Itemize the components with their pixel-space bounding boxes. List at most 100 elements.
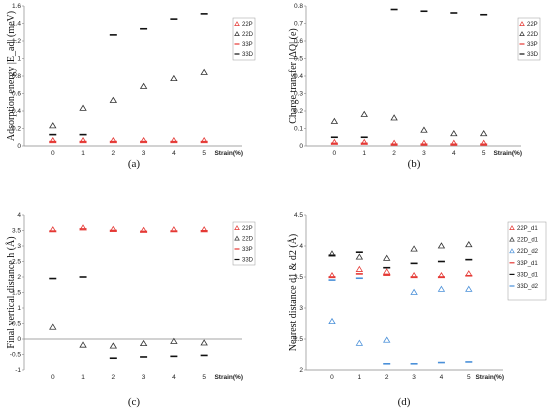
series-33D_d2 — [328, 277, 473, 365]
y-tick-label: 0.8 — [294, 3, 303, 10]
point-22P — [420, 139, 428, 146]
y-tick-label: 0.7 — [294, 21, 303, 28]
legend-marker — [519, 21, 525, 26]
legend-label: 22D_d2 — [517, 249, 539, 255]
point-22D_d2 — [355, 339, 364, 346]
legend-label: 22P — [527, 22, 538, 28]
y-tick-label: 0.2 — [12, 126, 21, 133]
point-22D — [420, 126, 428, 133]
x-tick-label: 3 — [422, 150, 426, 157]
series-22D — [49, 323, 208, 349]
series-22D — [330, 110, 488, 137]
series-33D — [330, 8, 488, 139]
chart-caption: (a) — [128, 158, 141, 170]
y-tick-label: 0.5 — [12, 321, 21, 328]
series-33P — [49, 228, 208, 233]
point-22D — [79, 104, 87, 111]
x-tick-label: 1 — [362, 150, 366, 157]
legend: 22P 22D 33P 33D — [232, 221, 256, 266]
legend-marker — [509, 248, 515, 254]
x-tick-label: 2 — [385, 374, 389, 381]
point-22P — [139, 226, 148, 233]
point-22P — [360, 138, 368, 145]
y-tick-label: -1 — [15, 367, 21, 374]
legend-label: 33P — [527, 42, 538, 48]
point-22D_d1 — [437, 242, 446, 249]
chart-caption: (b) — [408, 158, 421, 170]
point-22D — [49, 122, 57, 129]
point-22D — [479, 129, 488, 137]
x-tick-label: 5 — [202, 374, 206, 381]
y-tick-label: 2.5 — [294, 336, 303, 343]
point-22D — [49, 323, 57, 330]
x-tick-label: 3 — [142, 150, 146, 157]
series-22D_d2 — [328, 285, 473, 346]
legend-label: 33P — [242, 42, 253, 48]
y-tick-label: 1.6 — [12, 3, 21, 10]
x-tick-label: 0 — [333, 150, 337, 157]
legend-marker — [234, 235, 240, 241]
x-tick-label: 3 — [142, 374, 146, 381]
legend-label: 22P — [242, 22, 253, 28]
y-tick-label: 3.5 — [294, 274, 303, 281]
y-tick-label: 2.5 — [12, 259, 21, 266]
series-33D — [49, 13, 208, 136]
x-tick-label: 4 — [440, 374, 444, 381]
y-tick-label: 0 — [17, 336, 21, 343]
point-22P — [109, 136, 118, 144]
x-tick-label: 5 — [482, 150, 486, 157]
legend-marker — [519, 31, 525, 36]
point-22D — [170, 337, 178, 344]
y-tick-label: 4 — [299, 243, 303, 250]
series-33P_d1 — [328, 273, 473, 278]
x-tick-label: 5 — [467, 374, 471, 381]
x-tick-label: 4 — [452, 150, 456, 157]
y-axis-label: Charge transfer |ΔQ| (e) — [288, 28, 299, 124]
legend-label: 22D — [527, 32, 539, 38]
legend: 22P 22D 33P 33D — [517, 17, 541, 61]
chart-panel-c: -1 -0.5 0 0.5 1 1.5 2 2.5 3 3.5 4 0 1 2 3 4 5 Strain(%) Fi… — [5, 212, 256, 408]
point-22D_d1 — [410, 245, 418, 252]
point-22D_d2 — [410, 288, 418, 295]
point-22D_d2 — [465, 285, 473, 292]
point-22D — [109, 342, 118, 349]
point-22P — [109, 225, 118, 232]
legend-label: 22D — [242, 32, 254, 38]
point-22D — [200, 339, 208, 346]
y-tick-label: 0.4 — [12, 108, 21, 115]
chart-caption: (c) — [128, 396, 141, 408]
y-tick-label: 4 — [17, 212, 21, 219]
y-tick-label: 2 — [17, 274, 21, 281]
point-22P — [390, 139, 398, 146]
point-22P_d1 — [383, 268, 391, 275]
legend-box — [232, 17, 256, 61]
point-22P_d1 — [355, 265, 364, 272]
legend-label: 33D — [242, 258, 254, 264]
y-tick-label: 0.5 — [294, 56, 303, 63]
legend-label: 22D_d1 — [517, 238, 539, 244]
series-33D — [49, 276, 208, 360]
y-tick-label: 1.4 — [12, 21, 21, 28]
y-tick-label: 1.5 — [12, 290, 21, 297]
y-tick-label: 3 — [17, 243, 21, 250]
legend-label: 33D — [527, 52, 539, 58]
y-tick-label: 0.6 — [12, 91, 21, 98]
y-axis-label: Adsorption energy |E_ad| (meV) — [6, 11, 17, 141]
y-tick-label: -0.5 — [10, 352, 22, 359]
legend-label: 22D — [242, 237, 254, 243]
legend: 22P_d1 22D_d1 22D_d2 33P_d1 33D_d1 33D_d2 — [507, 221, 547, 301]
point-22D_d2 — [328, 317, 336, 325]
point-22P — [450, 139, 458, 146]
point-22D — [330, 117, 339, 124]
legend-marker — [234, 225, 240, 230]
legend-label: 33D — [242, 52, 254, 58]
series-22D — [49, 68, 208, 129]
legend-label: 33P_d1 — [517, 261, 538, 267]
y-tick-label: 1.2 — [12, 38, 21, 45]
point-22D_d1 — [355, 253, 364, 260]
x-tick-label: 2 — [392, 150, 396, 157]
point-22D_d1 — [383, 254, 391, 261]
point-22P — [200, 226, 208, 233]
y-axis-label: Final vertical distance h (Å) — [5, 236, 17, 348]
x-tick-label: 0 — [51, 150, 55, 157]
